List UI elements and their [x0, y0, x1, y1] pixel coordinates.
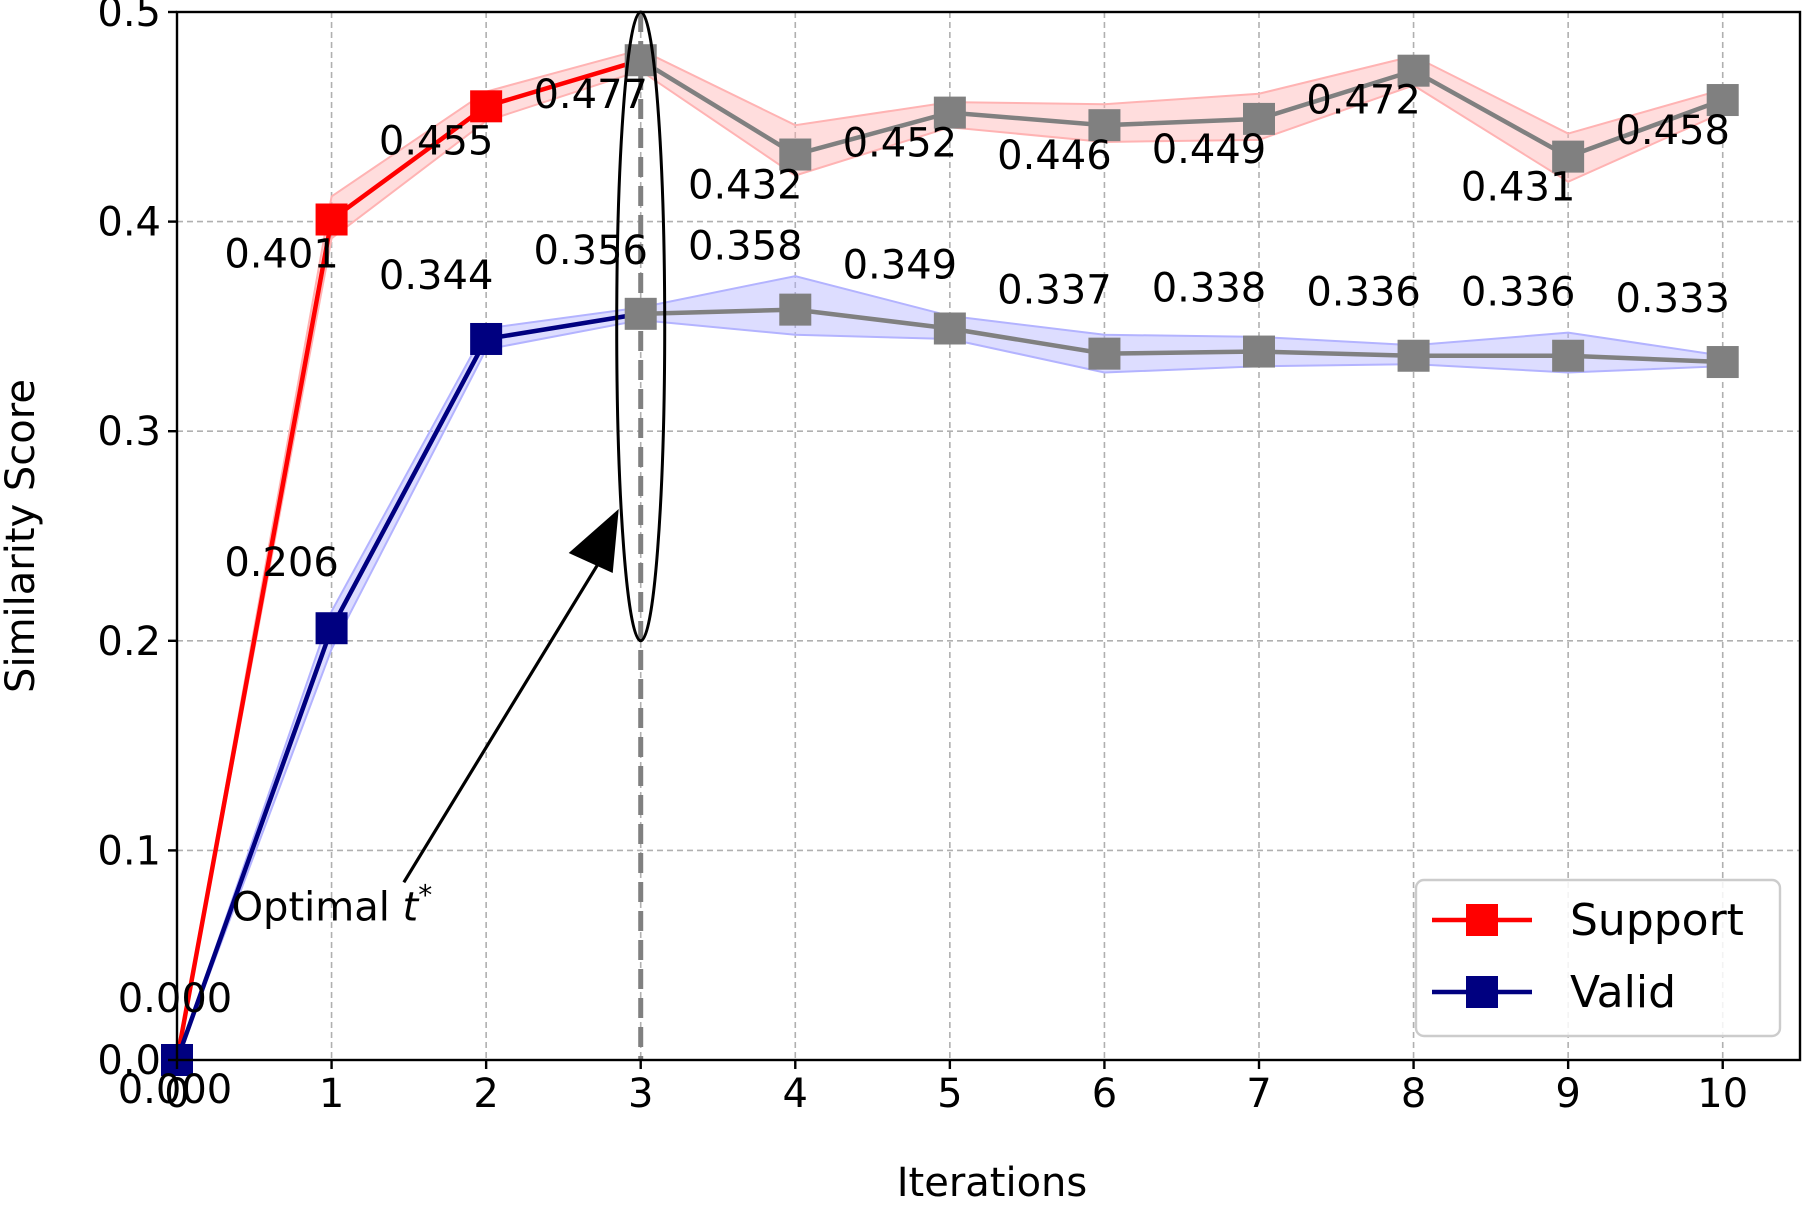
annotation-arrow-shaft [402, 552, 607, 884]
legend-marker [1466, 976, 1498, 1008]
x-tick-label: 3 [628, 1071, 653, 1117]
y-tick-label: 0.5 [97, 0, 161, 36]
data-label: 0.206 [224, 540, 339, 586]
data-point [1243, 335, 1275, 368]
data-label: 0.452 [843, 121, 958, 167]
data-label: 0.338 [1152, 266, 1267, 312]
data-label: 0.458 [1615, 108, 1730, 154]
legend-label: Valid [1570, 967, 1676, 1018]
data-labels: 0.000 0.401 0.455 0.477 0.432 0.452 0.446 0.449… [118, 72, 1730, 1113]
y-tick-label: 0.3 [97, 409, 161, 455]
data-point [315, 612, 348, 645]
data-label: 0.358 [688, 224, 803, 270]
annotation-superscript: * [418, 878, 432, 911]
data-point [470, 90, 503, 123]
legend: Support Valid [1414, 878, 1782, 1038]
x-tick-label: 7 [1246, 1071, 1271, 1117]
x-tick-label: 10 [1697, 1071, 1748, 1117]
data-label: 0.455 [379, 118, 494, 164]
x-tick-label: 2 [473, 1071, 498, 1117]
y-tick-label: 0.4 [97, 200, 161, 246]
y-axis-title: Similarity Score [0, 379, 44, 693]
data-point [624, 297, 657, 330]
data-label: 0.349 [843, 242, 958, 288]
plot-frame [175, 10, 1802, 1062]
optimal-annotation: Optimal t* [232, 10, 667, 930]
x-axis-title: Iterations [897, 1160, 1088, 1206]
data-point [1706, 346, 1739, 379]
data-label: 0.000 [118, 1067, 233, 1113]
data-label: 0.401 [224, 232, 339, 278]
y-tick-label: 0.2 [97, 619, 161, 665]
data-point [779, 293, 812, 326]
y-tick-label: 0.1 [97, 828, 161, 874]
series-line-after-optimal [639, 58, 1724, 160]
data-label: 0.477 [533, 72, 648, 118]
data-label: 0.432 [688, 163, 803, 209]
data-point [933, 96, 966, 129]
annotation-math: t [403, 884, 420, 930]
legend-label: Support [1570, 895, 1744, 946]
data-point [1088, 109, 1121, 142]
series-line [174, 58, 642, 1061]
data-label: 0.336 [1306, 270, 1421, 316]
axes: 0 1 2 3 4 5 6 7 8 9 10 0.0 0.1 0.2 0.3 0.4 0.5 [97, 0, 1802, 1117]
series-line [174, 311, 642, 1061]
data-point [933, 312, 966, 345]
data-label: 0.344 [379, 253, 494, 299]
data-label: 0.333 [1615, 276, 1730, 322]
series-line-after-optimal [640, 307, 1723, 365]
data-label: 0.446 [997, 133, 1112, 179]
data-label: 0.336 [1461, 270, 1576, 316]
data-point [1552, 339, 1585, 372]
x-tick-label: 6 [1092, 1071, 1117, 1117]
data-label: 0.000 [118, 976, 233, 1022]
data-label: 0.356 [533, 228, 648, 274]
data-point [315, 203, 348, 236]
annotation-arrow-head [568, 509, 619, 574]
x-tick-label: 0 [164, 1071, 189, 1117]
legend-marker [1466, 904, 1498, 936]
data-label: 0.337 [997, 268, 1112, 314]
annotation-label: Optimal t* [232, 878, 433, 930]
x-tick-label: 1 [319, 1071, 344, 1117]
series-lines [174, 58, 1724, 1061]
data-point [1397, 339, 1430, 372]
x-tick-label: 4 [783, 1071, 808, 1117]
x-tick-label: 5 [937, 1071, 962, 1117]
data-point [1397, 54, 1430, 87]
x-tick-label: 8 [1401, 1071, 1426, 1117]
data-label: 0.472 [1306, 78, 1421, 124]
data-point [1552, 140, 1585, 173]
y-tick-label: 0.0 [97, 1038, 161, 1084]
data-point [779, 138, 812, 171]
data-point [470, 322, 503, 355]
x-tick-label: 9 [1555, 1071, 1580, 1117]
data-point [1706, 84, 1739, 117]
data-label: 0.449 [1152, 127, 1267, 173]
data-label: 0.431 [1461, 165, 1576, 211]
data-point [1243, 102, 1275, 135]
data-point [1088, 337, 1121, 370]
annotation-text: Optimal [232, 884, 403, 930]
